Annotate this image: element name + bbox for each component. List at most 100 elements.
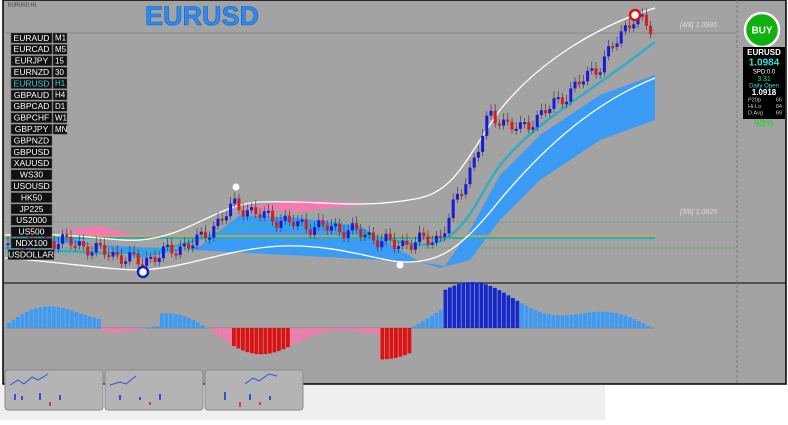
- info-spread: SPD:0.0: [753, 70, 776, 76]
- signal-dot: [397, 262, 404, 269]
- signal-circle: [630, 10, 640, 20]
- candle: [368, 232, 371, 235]
- candle: [380, 241, 383, 247]
- hist-bar: [345, 328, 349, 331]
- timeframe: 15: [55, 56, 64, 65]
- hist-bar: [417, 324, 421, 328]
- hist-bar: [489, 286, 493, 328]
- hist-bar: [462, 283, 466, 328]
- hist-bar: [25, 312, 29, 328]
- candle: [620, 31, 623, 43]
- hist-bar: [169, 314, 173, 328]
- buy-label[interactable]: BUY: [751, 26, 772, 37]
- hist-bar: [66, 309, 70, 328]
- symbol-name: EURJPY: [15, 56, 49, 66]
- hist-bar: [237, 328, 241, 348]
- candle: [364, 235, 367, 237]
- candle: [616, 43, 619, 47]
- hist-bar: [160, 314, 164, 328]
- candle: [330, 226, 333, 231]
- candle: [632, 24, 635, 28]
- candle: [645, 15, 648, 26]
- symbol-name: GBPCAD: [14, 101, 50, 111]
- info-key: D.Avg: [748, 110, 763, 116]
- candle: [275, 222, 278, 228]
- hist-bar: [120, 328, 124, 332]
- candle: [95, 243, 98, 252]
- candle: [599, 72, 602, 74]
- candle: [435, 236, 438, 243]
- hist-bar: [48, 306, 52, 328]
- hist-bar: [97, 319, 101, 328]
- candle: [162, 246, 165, 258]
- candle: [590, 68, 593, 71]
- candle: [137, 254, 140, 265]
- hist-bar: [543, 313, 547, 328]
- candle: [292, 222, 295, 226]
- hist-bar: [511, 298, 515, 328]
- hist-bar: [336, 328, 340, 330]
- candle: [74, 246, 77, 248]
- hist-bar: [439, 310, 443, 328]
- hist-bar: [228, 328, 232, 343]
- symbol-name: XAUUSD: [14, 158, 49, 168]
- candle: [166, 245, 169, 247]
- candle: [427, 236, 430, 244]
- hist-bar: [354, 328, 358, 332]
- candle: [351, 223, 354, 230]
- timeframe: M5: [55, 45, 67, 54]
- candle: [393, 240, 396, 249]
- hist-bar: [318, 328, 322, 334]
- candle: [603, 56, 606, 72]
- hist-bar: [435, 313, 439, 328]
- candle: [301, 220, 304, 222]
- candle: [250, 207, 253, 210]
- candle: [439, 236, 442, 238]
- hist-bar: [124, 328, 128, 332]
- candle: [343, 232, 346, 238]
- candle: [208, 238, 211, 240]
- candle: [557, 97, 560, 99]
- candle: [431, 242, 434, 244]
- hist-bar: [358, 328, 362, 332]
- hist-bar: [385, 328, 389, 359]
- candle: [464, 184, 467, 194]
- candle: [397, 246, 400, 249]
- caption: EURUSD,H1: [8, 2, 37, 8]
- hist-bar: [471, 282, 475, 328]
- hist-bar: [408, 328, 412, 353]
- hist-bar: [115, 328, 119, 333]
- timeframe: D1: [55, 102, 66, 111]
- chart-bg: [3, 0, 786, 384]
- candle: [229, 204, 232, 217]
- candle: [175, 254, 178, 256]
- hist-bar: [399, 328, 403, 357]
- candle: [305, 220, 308, 230]
- hist-bar: [363, 328, 367, 333]
- hist-bar: [633, 319, 637, 328]
- candle: [313, 227, 316, 235]
- candle: [288, 216, 291, 222]
- candle: [569, 88, 572, 101]
- hist-bar: [349, 328, 353, 331]
- candle: [347, 230, 350, 238]
- symbol-name: EURCAD: [14, 44, 50, 54]
- hist-bar: [430, 316, 434, 328]
- hist-bar: [547, 314, 551, 328]
- hist-bar: [187, 318, 191, 328]
- info-key: Hi-Lo: [748, 104, 761, 110]
- candle: [254, 207, 257, 214]
- hist-bar: [264, 328, 268, 354]
- candle: [204, 232, 207, 238]
- info-symbol: EURUSD: [747, 48, 781, 57]
- hist-bar: [390, 328, 394, 359]
- hist-bar: [525, 306, 529, 328]
- hist-bar: [484, 284, 488, 328]
- hist-bar: [340, 328, 344, 330]
- hist-bar: [129, 328, 133, 331]
- hist-bar: [570, 315, 574, 328]
- hist-bar: [165, 313, 169, 328]
- candle: [284, 216, 287, 221]
- hist-bar: [277, 328, 281, 351]
